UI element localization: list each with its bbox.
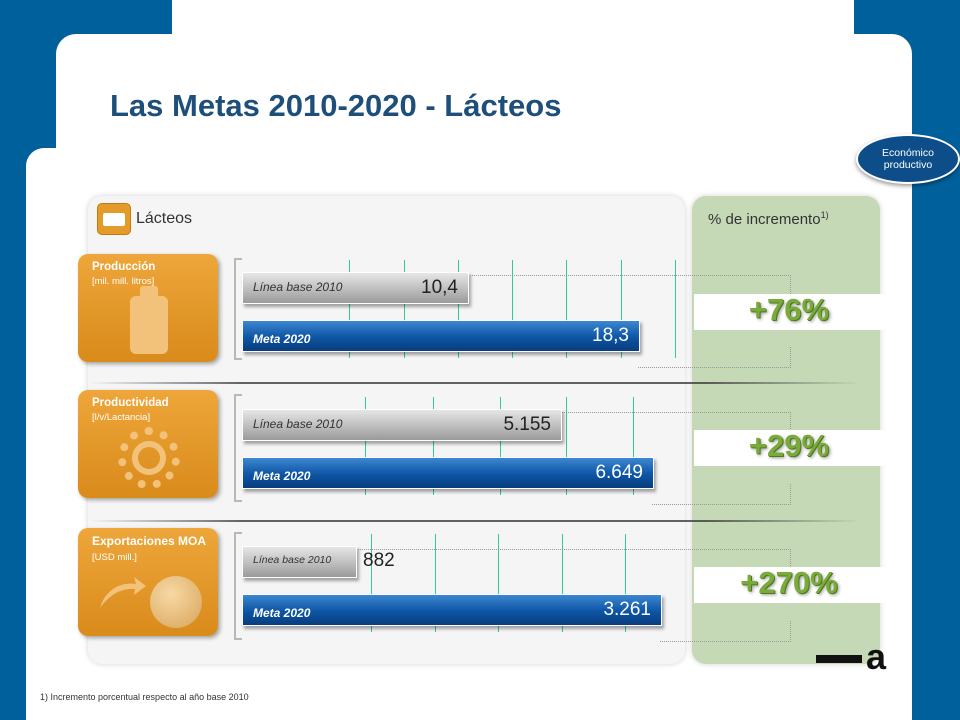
grid-line <box>433 397 434 495</box>
bar-base-2010: Línea base 2010 10,4 <box>242 272 469 304</box>
grid-line <box>435 534 436 632</box>
category-unit: [mil. mill. litros] <box>92 276 155 287</box>
guide-line <box>660 621 791 642</box>
bar-meta-2020: Meta 2020 18,3 <box>242 320 640 352</box>
bar-label: Línea base 2010 <box>253 554 332 566</box>
increment-value: +29% <box>748 428 830 463</box>
bar-meta-2020: Meta 2020 3.261 <box>242 594 662 626</box>
badge-line-1: Económico <box>882 147 934 159</box>
bar-label: Meta 2020 <box>253 606 311 620</box>
increment-header-text: % de incremento <box>708 211 821 228</box>
grid-line <box>566 260 567 358</box>
category-title: Productividad <box>92 397 169 409</box>
footnote: 1) Incremento porcentual respecto al año… <box>40 692 249 702</box>
chart-panel-header: Lácteos <box>136 210 193 227</box>
grid-line <box>625 534 626 632</box>
category-unit: [USD mill.] <box>92 552 137 563</box>
grid-line <box>500 397 501 495</box>
category-unit: [l/v/Lactancia] <box>92 412 151 423</box>
row-bracket <box>234 532 242 640</box>
slide-background-top <box>172 0 854 40</box>
footnote-marker: 1) <box>820 210 829 220</box>
grid-line <box>675 260 676 358</box>
row-bracket <box>234 258 242 360</box>
increment-panel-header: % de incremento1) <box>708 210 829 228</box>
logo-text: a <box>866 636 886 677</box>
bar-label: Línea base 2010 <box>253 280 343 294</box>
row-separator <box>90 520 860 522</box>
guide-line <box>638 347 791 368</box>
section-badge: Económico productivo <box>856 134 960 184</box>
increment-box: +76% <box>694 292 884 330</box>
grid-line <box>562 534 563 632</box>
slide-background-left <box>26 148 86 720</box>
grid-line <box>621 260 622 358</box>
bar-label: Meta 2020 <box>253 332 311 346</box>
bar-value-label: 3.261 <box>603 599 651 620</box>
bar-base-2010: Línea base 2010 5.155 <box>242 409 562 441</box>
dairy-icon <box>97 203 131 235</box>
gear-icon <box>118 427 180 489</box>
page-title: Las Metas 2010-2020 - Lácteos <box>110 88 562 123</box>
guide-line <box>652 484 791 505</box>
milk-bottle-icon <box>130 286 168 354</box>
grid-line <box>349 260 350 358</box>
export-arrow-icon <box>100 577 146 608</box>
grid-line <box>633 397 634 495</box>
row-bracket <box>234 394 242 502</box>
bar-base-2010: Línea base 2010 <box>242 546 357 578</box>
increment-box: +29% <box>694 428 884 466</box>
increment-box: +270% <box>694 565 884 603</box>
guide-line <box>560 412 791 433</box>
grid-line <box>498 534 499 632</box>
bar-value-label: 18,3 <box>592 325 629 346</box>
category-title: Producción <box>92 261 156 273</box>
badge-line-2: productivo <box>883 159 933 171</box>
row-separator <box>90 382 860 384</box>
bar-value-label: 882 <box>363 550 395 571</box>
increment-value: +76% <box>748 292 830 327</box>
logo: a <box>816 636 886 678</box>
grid-line <box>458 260 459 358</box>
grid-line <box>371 534 372 632</box>
grid-line <box>365 397 366 495</box>
bar-meta-2020: Meta 2020 6.649 <box>242 457 654 489</box>
bar-value-label: 10,4 <box>421 277 458 298</box>
guide-line <box>355 549 791 570</box>
bar-value-label: 5.155 <box>503 414 551 435</box>
grid-line <box>512 260 513 358</box>
bar-label: Línea base 2010 <box>253 417 343 431</box>
bar-label: Meta 2020 <box>253 469 311 483</box>
grid-line <box>566 397 567 495</box>
gear-center-icon <box>132 441 166 475</box>
globe-icon <box>150 576 202 628</box>
increment-value: +270% <box>740 565 838 600</box>
bar-value-label: 6.649 <box>595 462 643 483</box>
category-title: Exportaciones MOA <box>92 534 206 548</box>
grid-line <box>404 260 405 358</box>
guide-line <box>467 275 791 296</box>
